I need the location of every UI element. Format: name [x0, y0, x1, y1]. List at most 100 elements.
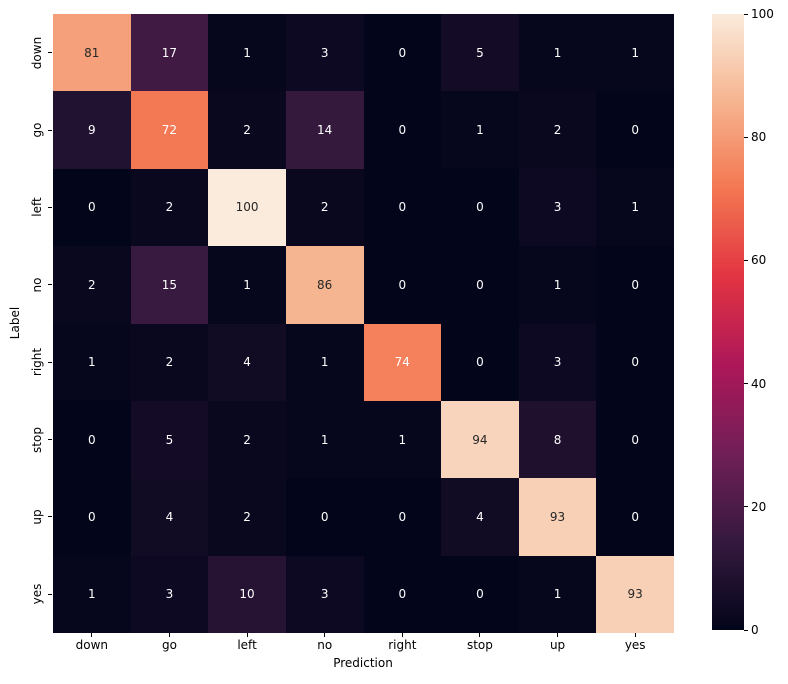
heatmap-cell-right-up: 3	[518, 323, 597, 401]
x-tick-mark	[634, 633, 636, 637]
x-tick-mark	[168, 633, 170, 637]
x-tick-label-up: up	[549, 638, 566, 652]
x-axis-label: Prediction	[333, 656, 393, 670]
colorbar-tick-label-20: 20	[751, 499, 767, 514]
y-tick-label-left: left	[30, 197, 44, 218]
y-tick-mark	[48, 439, 52, 441]
heatmap-cell-right-right: 74	[363, 323, 442, 401]
heatmap-cell-stop-stop: 94	[441, 400, 519, 479]
x-tick-label-down: down	[75, 638, 109, 652]
heatmap-cell-left-stop: 0	[441, 168, 519, 247]
heatmap-cell-no-up: 1	[518, 246, 597, 324]
y-tick-label-stop: stop	[30, 426, 44, 453]
heatmap-cell-go-down: 9	[53, 91, 131, 169]
y-tick-mark	[48, 284, 52, 286]
heatmap-cell-up-down: 0	[53, 478, 131, 556]
heatmap-cell-no-left: 1	[208, 246, 286, 324]
heatmap-cell-stop-up: 8	[518, 400, 597, 479]
y-tick-label-no: no	[30, 277, 44, 293]
heatmap-cell-go-go: 72	[130, 91, 209, 169]
heatmap-cell-left-left: 100	[208, 168, 286, 247]
heatmap-cell-no-yes: 0	[596, 246, 674, 324]
x-tick-label-no: no	[317, 638, 333, 652]
x-tick-mark	[479, 633, 481, 637]
colorbar-tick-label-80: 80	[751, 130, 767, 145]
heatmap-cell-up-right: 0	[363, 478, 442, 556]
y-axis-label: Label	[8, 306, 22, 340]
heatmap-cell-go-yes: 0	[596, 91, 674, 169]
heatmap-cell-right-left: 4	[208, 323, 286, 401]
colorbar-tick-mark	[744, 506, 748, 508]
heatmap-cell-left-down: 0	[53, 168, 131, 247]
colorbar	[712, 14, 744, 630]
heatmap-cell-up-up: 93	[518, 478, 597, 556]
y-tick-label-up: up	[30, 509, 44, 525]
heatmap-cell-no-go: 15	[130, 246, 209, 324]
heatmap-cell-yes-go: 3	[130, 555, 209, 633]
y-tick-mark	[48, 129, 52, 131]
heatmap-cell-left-go: 2	[130, 168, 209, 247]
y-tick-mark	[48, 361, 52, 363]
heatmap-cell-down-up: 1	[518, 14, 597, 92]
x-tick-label-stop: stop	[466, 638, 493, 652]
heatmap-cell-right-down: 1	[53, 323, 131, 401]
colorbar-tick-label-100: 100	[751, 7, 774, 21]
heatmap-cell-left-no: 2	[285, 168, 364, 247]
colorbar-tick-mark	[744, 136, 748, 138]
heatmap-cell-right-no: 1	[285, 323, 364, 401]
heatmap-cell-stop-yes: 0	[596, 400, 674, 479]
heatmap-cell-stop-left: 2	[208, 400, 286, 479]
heatmap-cell-no-stop: 0	[441, 246, 519, 324]
y-tick-label-yes: yes	[30, 583, 44, 605]
heatmap-cell-right-stop: 0	[441, 323, 519, 401]
heatmap-cell-left-right: 0	[363, 168, 442, 247]
heatmap-cell-go-up: 2	[518, 91, 597, 169]
heatmap-cell-yes-no: 3	[285, 555, 364, 633]
heatmap-cell-stop-down: 0	[53, 400, 131, 479]
heatmap-cell-no-right: 0	[363, 246, 442, 324]
colorbar-tick-mark	[744, 629, 748, 631]
heatmap-cell-down-down: 81	[53, 14, 131, 92]
x-tick-label-go: go	[161, 638, 177, 652]
x-tick-mark	[324, 633, 326, 637]
heatmap-cell-up-stop: 4	[441, 478, 519, 556]
heatmap-cell-up-no: 0	[285, 478, 364, 556]
heatmap-cell-go-right: 0	[363, 91, 442, 169]
colorbar-tick-label-40: 40	[751, 376, 767, 391]
x-tick-label-yes: yes	[624, 638, 646, 652]
colorbar-tick-mark	[744, 13, 748, 15]
heatmap-cell-no-no: 86	[285, 246, 364, 324]
heatmap-cell-go-stop: 1	[441, 91, 519, 169]
heatmap-cell-stop-right: 1	[363, 400, 442, 479]
heatmap-cell-down-right: 0	[363, 14, 442, 92]
colorbar-tick-mark	[744, 383, 748, 385]
heatmap-cell-yes-yes: 93	[596, 555, 674, 633]
heatmap-cell-left-up: 3	[518, 168, 597, 247]
heatmap-cell-up-left: 2	[208, 478, 286, 556]
y-tick-label-down: down	[30, 36, 44, 69]
heatmap-cell-yes-left: 10	[208, 555, 286, 633]
heatmap-cell-no-down: 2	[53, 246, 131, 324]
y-tick-mark	[48, 52, 52, 54]
y-tick-label-go: go	[30, 122, 44, 138]
heatmap-cell-yes-down: 1	[53, 555, 131, 633]
y-tick-mark	[48, 206, 52, 208]
x-tick-label-left: left	[237, 638, 257, 652]
heatmap-cell-down-no: 3	[285, 14, 364, 92]
heatmap-cell-yes-up: 1	[518, 555, 597, 633]
y-tick-mark	[48, 516, 52, 518]
heatmap-cell-down-stop: 5	[441, 14, 519, 92]
heatmap-cell-down-go: 17	[130, 14, 209, 92]
x-tick-mark	[557, 633, 559, 637]
x-tick-mark	[401, 633, 403, 637]
y-tick-mark	[48, 593, 52, 595]
heatmap-cell-down-yes: 1	[596, 14, 674, 92]
heatmap-cell-stop-no: 1	[285, 400, 364, 479]
heatmap-cell-left-yes: 1	[596, 168, 674, 247]
heatmap-cell-down-left: 1	[208, 14, 286, 92]
x-tick-mark	[246, 633, 248, 637]
x-tick-mark	[91, 633, 93, 637]
heatmap-cell-go-no: 14	[285, 91, 364, 169]
colorbar-tick-label-60: 60	[751, 253, 767, 268]
